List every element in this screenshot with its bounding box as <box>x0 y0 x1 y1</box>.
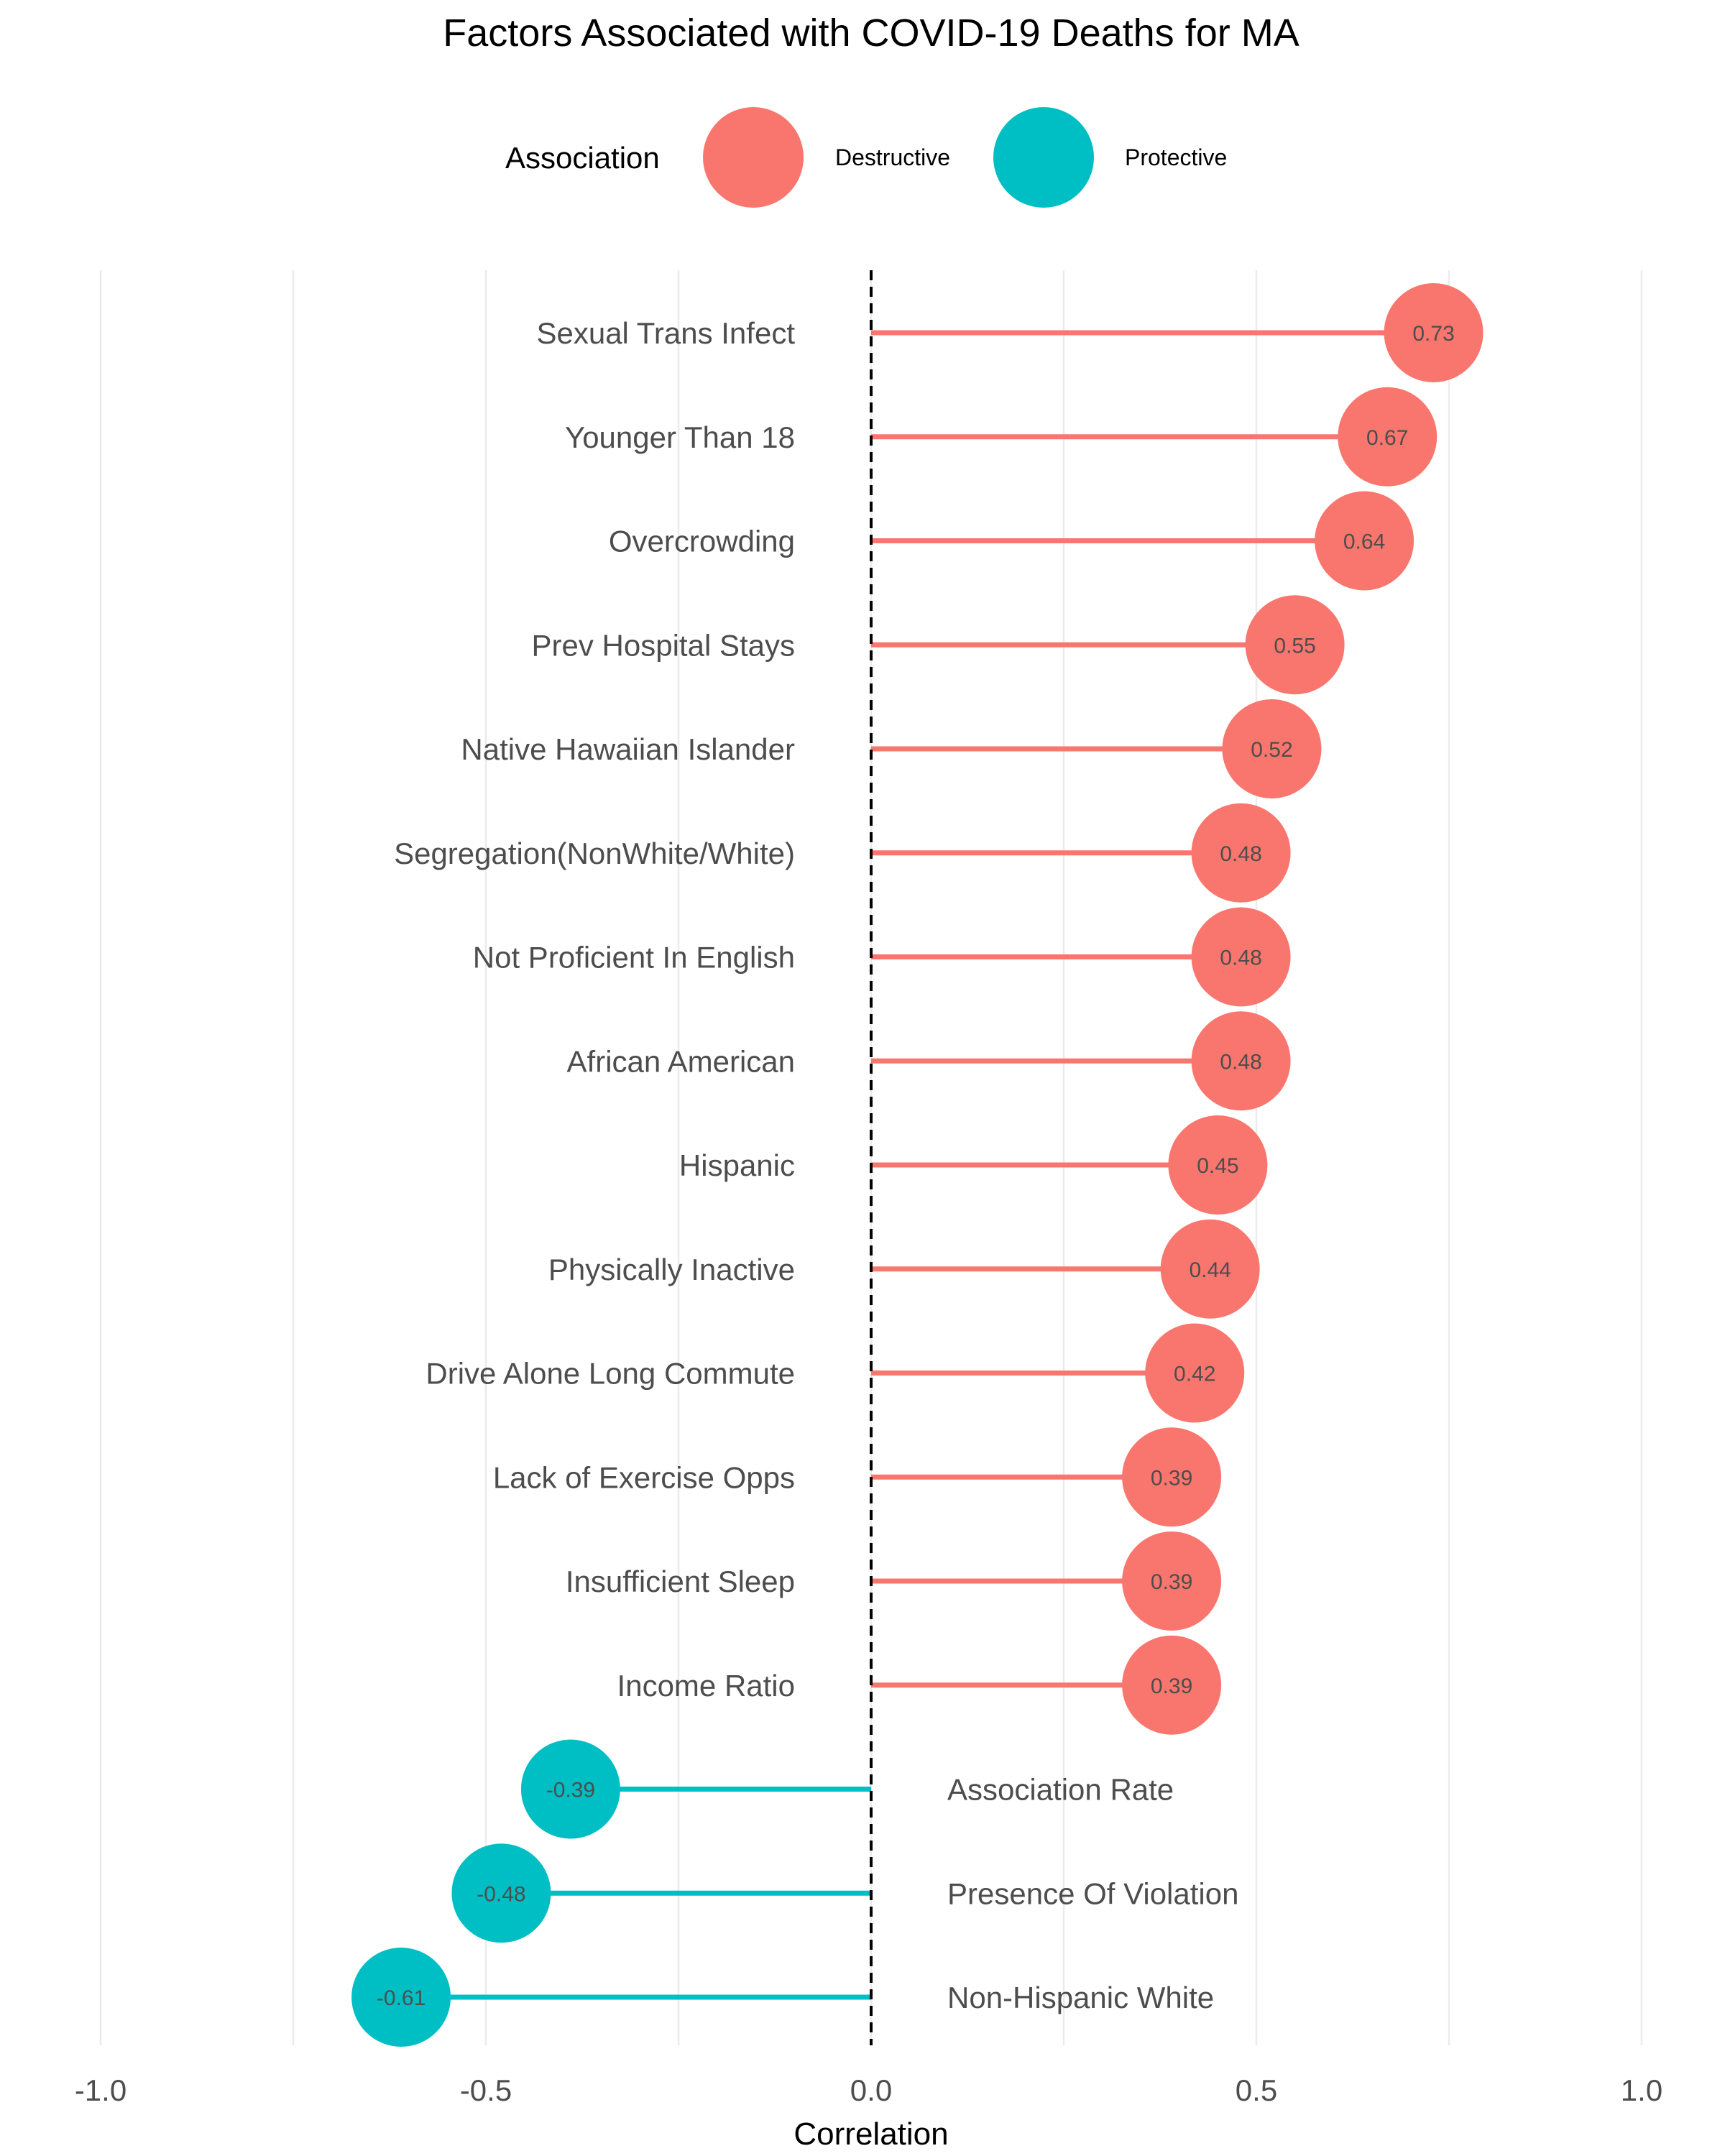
data-label: -0.39 <box>546 1779 595 1802</box>
category-label: Overcrowding <box>609 525 795 558</box>
gridlines <box>99 270 1643 2045</box>
legend: Association Destructive Protective <box>505 107 1227 208</box>
x-tick-label: -0.5 <box>460 2073 512 2107</box>
data-label: 0.48 <box>1220 1050 1261 1074</box>
data-label: 0.39 <box>1151 1674 1192 1698</box>
dot <box>1145 1323 1245 1423</box>
dot <box>1191 907 1291 1007</box>
category-label: Not Proficient In English <box>473 941 795 975</box>
dot <box>1122 1427 1222 1527</box>
dot <box>1222 699 1322 798</box>
category-labels: Sexual Trans Infect Younger Than 18 Overcr… <box>394 316 1238 2014</box>
dot <box>1122 1531 1222 1631</box>
dot <box>1122 1635 1222 1735</box>
category-label: Association Rate <box>947 1773 1174 1807</box>
data-label: -0.61 <box>377 1986 426 2010</box>
legend-title: Association <box>505 141 660 175</box>
data-label: 0.52 <box>1251 738 1292 762</box>
category-label: Lack of Exercise Opps <box>493 1460 795 1494</box>
dot <box>1315 491 1414 591</box>
x-tick-label: 1.0 <box>1621 2073 1662 2107</box>
legend-protective-swatch <box>993 107 1094 208</box>
data-label: 0.39 <box>1151 1570 1192 1594</box>
category-label: Sexual Trans Infect <box>536 316 795 350</box>
data-label: 0.45 <box>1197 1154 1238 1178</box>
data-label: 0.67 <box>1366 426 1408 450</box>
x-tick-label: 0.5 <box>1236 2073 1277 2107</box>
data-label: 0.55 <box>1274 634 1315 658</box>
category-label: Prev Hospital Stays <box>532 628 795 662</box>
data-label: 0.39 <box>1151 1466 1192 1490</box>
legend-destructive-label: Destructive <box>835 144 950 170</box>
category-label: Physically Inactive <box>548 1253 795 1286</box>
x-axis-title: Correlation <box>794 2116 948 2152</box>
data-label: 0.73 <box>1412 322 1454 346</box>
legend-destructive-swatch <box>703 107 804 208</box>
x-axis-tick-labels: -1.0 -0.5 0.0 0.5 1.0 <box>75 2073 1662 2107</box>
category-label: Segregation(NonWhite/White) <box>394 837 795 870</box>
category-label: Younger Than 18 <box>565 420 795 454</box>
legend-protective-label: Protective <box>1125 144 1227 170</box>
category-label: Native Hawaiian Islander <box>461 732 795 766</box>
dot <box>1338 387 1438 487</box>
dot <box>1191 803 1291 903</box>
dot <box>451 1843 551 1943</box>
dot <box>520 1739 620 1839</box>
dots: 0.73 0.67 0.64 0.55 0.52 0.48 0.48 0.48 0.45 0.44… <box>351 283 1484 2047</box>
dot <box>1384 283 1484 382</box>
x-tick-label: -1.0 <box>75 2073 126 2107</box>
data-label: 0.48 <box>1220 946 1261 970</box>
stems <box>401 330 1434 2000</box>
dot <box>1168 1115 1268 1215</box>
category-label: Income Ratio <box>617 1669 795 1703</box>
dot <box>1191 1011 1291 1111</box>
dot <box>1245 595 1345 695</box>
data-label: 0.44 <box>1189 1258 1230 1282</box>
category-label: Insufficient Sleep <box>566 1565 795 1598</box>
data-label: 0.42 <box>1174 1363 1215 1386</box>
category-label: African American <box>567 1044 795 1078</box>
x-tick-label: 0.0 <box>850 2073 892 2107</box>
category-label: Drive Alone Long Commute <box>426 1357 795 1391</box>
data-label: -0.48 <box>477 1882 525 1906</box>
data-label: 0.48 <box>1220 842 1261 866</box>
dot <box>1160 1219 1260 1319</box>
category-label: Hispanic <box>679 1148 795 1182</box>
chart-title: Factors Associated with COVID-19 Deaths … <box>443 11 1299 55</box>
dot <box>351 1948 451 2047</box>
category-label: Presence Of Violation <box>947 1876 1238 1910</box>
category-label: Non-Hispanic White <box>947 1981 1214 2014</box>
data-label: 0.64 <box>1343 530 1385 554</box>
